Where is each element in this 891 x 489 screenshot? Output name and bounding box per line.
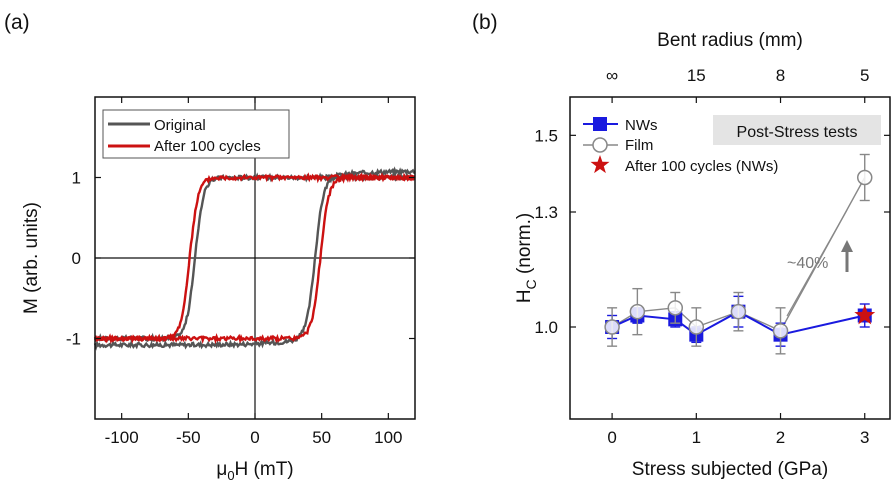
coercivity-chart: 0 1 2 3 ∞ 15 8 5 1.0 1.3 1.5 Post-Stress tests NWs… [514,30,891,480]
data-point-film [688,319,705,335]
data-point-film [629,303,646,320]
x-tick-label-b: 1 [692,428,701,447]
y-tick-label-b: 1.5 [534,126,558,145]
legend-b-swatch-nws [593,117,607,131]
axis-ticks-a: -100 -50 0 50 100 -1 0 1 [66,97,415,447]
legend-b-swatch-after [590,155,610,174]
legend-a-after: After 100 cycles [154,138,261,155]
plot-frame-b [569,96,891,420]
panel-a-label: (a) [4,11,30,34]
x-tick-label-a: -50 [176,428,201,447]
post-stress-box [713,115,881,145]
x-tick-label-b: 0 [607,428,616,447]
x-tick-label-b: 2 [776,428,785,447]
legend-b-swatch-film [592,137,608,153]
y-tick-label-a: 0 [72,249,81,268]
hysteresis-curves [93,166,416,351]
axis-ticks-b: 0 1 2 3 ∞ 15 8 5 1.0 1.3 1.5 [534,66,890,447]
increase-arrow-head [841,240,853,252]
y-tick-label-a: -1 [66,330,81,349]
y-axis-label-b: HC (norm.) [514,213,539,303]
y-axis-label-a: M (arb. units) [21,202,42,314]
hysteresis-descending-1 [93,172,416,345]
top-axis-label-b: Bent radius (mm) [657,30,803,51]
post-stress-label: Post-Stress tests [737,124,858,141]
data-point-film [730,303,747,320]
top-tick-label-b: ∞ [606,66,618,85]
data-point-film [772,323,789,339]
legend-b-film: Film [625,137,653,154]
x-tick-label-a: 100 [374,428,402,447]
x-tick-label-a: 50 [312,428,331,447]
top-tick-label-b: 5 [860,66,869,85]
film-pointer-line [786,209,848,317]
x-tick-label-a: 0 [250,428,259,447]
legend-a: Original After 100 cycles [102,109,290,159]
increase-annotation: ~40% [787,255,828,272]
x-tick-label-a: -100 [105,428,139,447]
legend-b: NWs Film After 100 cycles (NWs) [583,117,778,175]
legend-a-original: Original [154,117,206,134]
top-tick-label-b: 8 [776,66,785,85]
panel-b-label: (b) [472,11,498,34]
data-point-film [604,319,620,335]
y-tick-label-b: 1.0 [534,318,558,337]
x-axis-label-a: μ0H (mT) [216,459,293,483]
legend-b-nws: NWs [625,117,658,134]
data-point-after-cycles [854,304,876,325]
y-tick-label-b: 1.3 [534,203,558,222]
y-tick-label-a: 1 [72,169,81,188]
data-point-film [667,300,684,316]
coercivity-series [604,153,876,355]
top-tick-label-b: 15 [687,66,706,85]
hysteresis-chart: -100 -50 0 50 100 -1 0 1 Original After 100 cyc… [21,96,416,483]
legend-b-after: After 100 cycles (NWs) [625,158,778,175]
legend-a-box [102,109,290,159]
data-point-film [856,169,873,186]
x-axis-label-b: Stress subjected (GPa) [632,459,828,480]
x-tick-label-b: 3 [860,428,869,447]
